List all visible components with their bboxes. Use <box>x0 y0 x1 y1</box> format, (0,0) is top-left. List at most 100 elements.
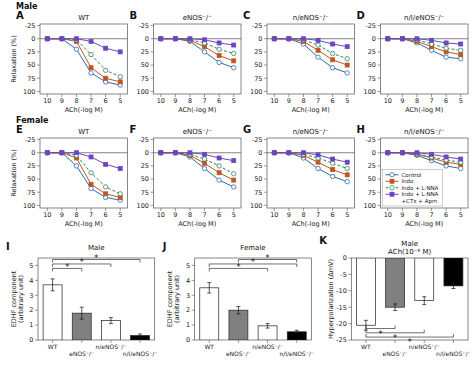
y-tick <box>264 38 267 39</box>
series-line <box>388 39 461 59</box>
x-tick-label: 5 <box>345 211 349 219</box>
x-tick-label: 9 <box>287 211 291 219</box>
marker <box>430 38 434 42</box>
x-tick-label: 7 <box>89 211 93 219</box>
y-tick-label: -25 <box>252 22 263 30</box>
series-line <box>274 39 347 65</box>
plot-area <box>356 258 462 330</box>
x-tick-label: n/l/eNOS⁻/⁻ <box>436 350 471 357</box>
panel-title: Female <box>240 244 265 252</box>
error-bar <box>207 283 211 293</box>
x-tick-label: 6 <box>444 211 448 219</box>
series-line <box>274 153 347 162</box>
text-line: Relaxation (%) <box>10 149 18 197</box>
series-line <box>161 39 234 68</box>
text-line: Indo + L·NNA <box>402 191 439 197</box>
marker <box>386 37 390 41</box>
y-tick-label: 0 <box>31 149 35 157</box>
x-tick-label: 8 <box>188 97 192 105</box>
marker <box>316 153 320 157</box>
marker <box>173 37 177 41</box>
y-tick-label: -25 <box>365 136 376 144</box>
y-tick <box>37 51 40 52</box>
row-label: Male <box>16 2 38 11</box>
marker <box>232 178 236 182</box>
y-tick <box>264 51 267 52</box>
y-tick-label: 25 <box>141 48 149 56</box>
x-tick-label: 7 <box>429 97 433 105</box>
y-tick-label: -25 <box>25 136 36 144</box>
y-tick-label: -15 <box>336 304 347 312</box>
x-axis-label: ACh(-log M) <box>65 106 103 114</box>
marker <box>330 65 334 69</box>
y-tick-label: 75 <box>27 75 35 83</box>
legend-frame <box>383 170 443 207</box>
y-tick <box>264 165 267 166</box>
plot-area <box>40 37 128 88</box>
marker <box>173 151 177 155</box>
marker <box>45 37 49 41</box>
marker <box>60 151 64 155</box>
marker <box>330 51 334 55</box>
marker <box>386 151 390 155</box>
y-tick <box>37 25 40 26</box>
panel: -2502550751001098765ACh(-log M)n/eNOS⁻/⁻… <box>243 124 355 228</box>
y-tick-label: 0 <box>31 35 35 43</box>
y-tick <box>264 152 267 153</box>
y-tick-label: 0 <box>145 149 149 157</box>
plot-frame <box>40 24 128 94</box>
marker <box>159 37 163 41</box>
marker <box>103 68 107 72</box>
series-line <box>161 153 234 161</box>
marker <box>60 37 64 41</box>
y-tick <box>37 179 40 180</box>
marker <box>390 173 394 177</box>
series-line <box>161 153 234 180</box>
series-line <box>47 39 120 82</box>
y-tick <box>378 165 381 166</box>
error-bar <box>266 324 270 328</box>
panel: -2502550751001098765ACh(-log M)eNOS⁻/⁻F <box>130 124 242 228</box>
marker <box>188 38 192 42</box>
x-tick-label: 6 <box>331 97 335 105</box>
legend: ControlIndoIndo + L·NNAIndo + L·NNA+CTx … <box>383 170 443 207</box>
series-line <box>274 39 347 59</box>
y-tick <box>35 265 38 266</box>
marker <box>232 43 236 47</box>
marker <box>444 55 448 59</box>
series-line <box>388 39 461 44</box>
series-line <box>388 39 461 55</box>
marker <box>217 178 221 182</box>
y-tick-label: 0 <box>343 254 347 262</box>
marker <box>331 168 335 172</box>
y-tick-label: 5 <box>29 262 33 270</box>
panel-title: n/l/eNOS⁻/⁻ <box>404 14 445 22</box>
marker <box>74 164 78 168</box>
x-axis-label: ACh(-log M) <box>405 106 443 114</box>
marker <box>104 76 108 80</box>
series-line <box>274 153 347 182</box>
marker <box>330 161 334 165</box>
y-axis-label: Relaxation (%) <box>10 35 18 83</box>
marker <box>287 37 291 41</box>
marker <box>45 151 49 155</box>
marker <box>217 41 221 45</box>
marker <box>345 179 349 183</box>
x-tick <box>453 340 454 343</box>
significance-star: * <box>94 254 98 263</box>
legend-label: Indo + L·NNA <box>402 185 439 191</box>
x-tick-label: 10 <box>43 211 51 219</box>
x-tick-label: 6 <box>104 211 108 219</box>
bar <box>386 258 405 307</box>
y-tick-label: -25 <box>138 22 149 30</box>
marker <box>272 151 276 155</box>
marker <box>89 186 93 190</box>
marker <box>104 192 108 196</box>
panel-letter: F <box>130 124 137 135</box>
marker <box>301 151 305 155</box>
y-tick-label: -10 <box>336 287 347 295</box>
significance-bracket <box>366 330 424 333</box>
y-tick <box>35 295 38 296</box>
y-tick <box>264 192 267 193</box>
marker <box>203 152 207 156</box>
